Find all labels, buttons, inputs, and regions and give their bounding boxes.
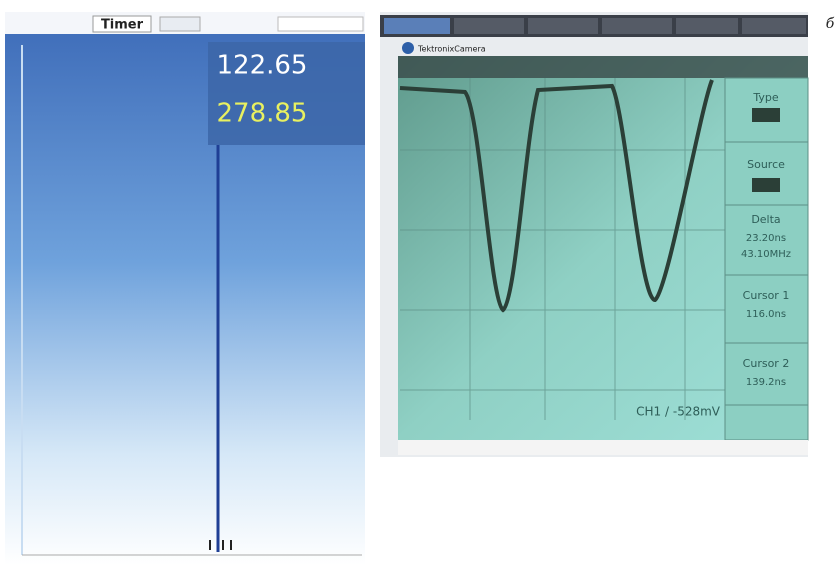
title-box[interactable]: [92, 15, 152, 33]
reading-1: 122.65: [217, 51, 308, 81]
menu-label: Cursor 2: [743, 357, 790, 370]
menu-label: Cursor 1: [743, 289, 790, 302]
menu-label: Type: [752, 91, 778, 104]
status-bar: [398, 440, 808, 455]
tab[interactable]: [454, 18, 524, 34]
window-icon: [402, 42, 414, 54]
tab[interactable]: [384, 18, 450, 34]
menu-value: 23.20ns: [746, 233, 786, 244]
reading-2: 278.85: [217, 99, 308, 129]
menu-value: 139.2ns: [746, 377, 786, 388]
window-title: TektronixCamera: [417, 45, 486, 54]
status-text: CH1 / -528mV: [636, 405, 721, 419]
menu-label: Delta: [751, 213, 780, 226]
figure-label: б: [826, 16, 835, 32]
readout-box: [208, 42, 365, 145]
tab[interactable]: [602, 18, 672, 34]
tab[interactable]: [528, 18, 598, 34]
toolbar-control[interactable]: [159, 16, 201, 32]
tab[interactable]: [742, 18, 806, 34]
scope-panel: TektronixCamera Type Source Delta 23.20n…: [380, 12, 809, 457]
waveform: [399, 79, 714, 313]
side-menu: Type Source Delta 23.20ns 43.10MHz Curso…: [724, 77, 809, 441]
menu-value: 116.0ns: [746, 309, 786, 320]
tab[interactable]: [676, 18, 738, 34]
timer-panel: Timer 122.65 278.85: [5, 12, 365, 565]
screen-grid: [400, 78, 725, 420]
menu-background: [724, 77, 809, 441]
screen-header: [398, 56, 808, 78]
timer-title: Timer: [101, 18, 144, 33]
menu-value-box: [752, 108, 780, 122]
menu-value-box: [752, 178, 780, 192]
menu-value: 43.10MHz: [741, 249, 791, 260]
toolbar-scale[interactable]: [277, 16, 364, 32]
menu-label: Source: [747, 158, 785, 171]
